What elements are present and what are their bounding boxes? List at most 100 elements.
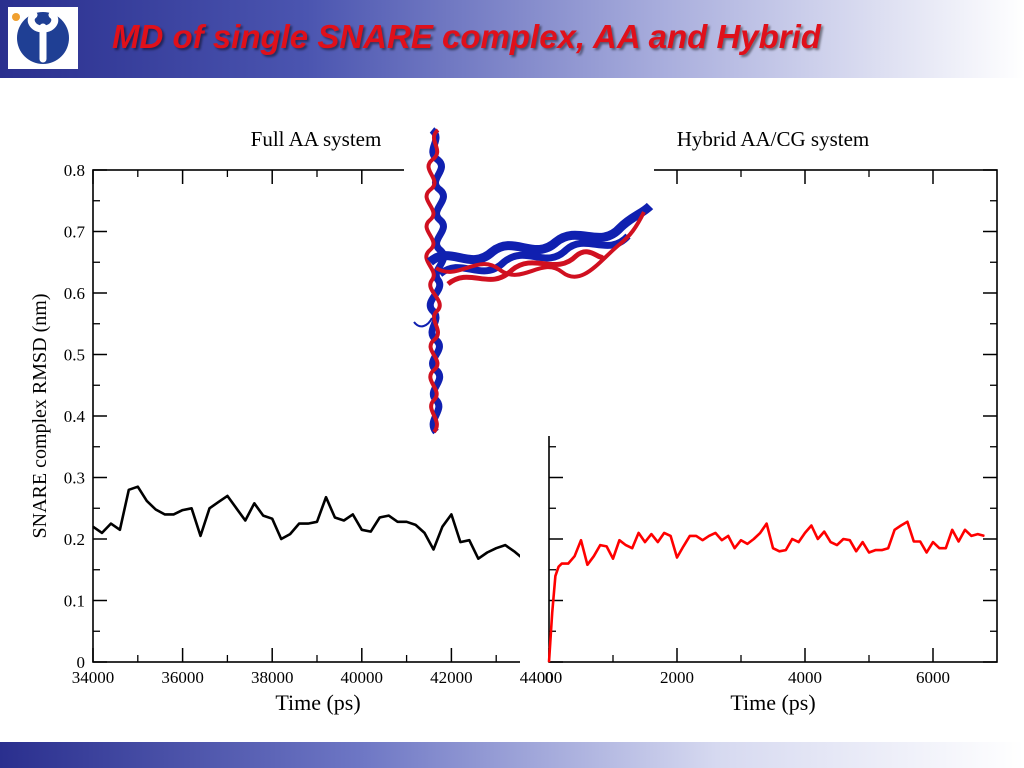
chart2-data-point	[906, 521, 909, 523]
chart2-data-point	[746, 543, 749, 545]
chart2-data-point	[881, 549, 883, 551]
chart1-data-point	[235, 507, 237, 509]
chart2-data-point	[721, 539, 723, 541]
charts-canvas: Full AA system Hybrid AA/CG system Time …	[29, 126, 998, 715]
chart2-data-point	[682, 545, 685, 547]
chart1-series-line-0	[92, 485, 543, 663]
chart2-data-point	[785, 549, 787, 551]
chart1-y-tick-label: 0	[77, 653, 86, 672]
chart2-data-point	[964, 529, 966, 531]
chart1-data-point	[173, 513, 175, 516]
chart2-data-point	[913, 540, 915, 543]
chart2-data-point	[932, 541, 934, 543]
chart2-data-point	[894, 529, 896, 531]
chart1-data-point	[513, 550, 515, 552]
chart2-data-point	[842, 538, 845, 540]
chart1-data-point	[298, 523, 300, 525]
chart1-data-point	[199, 535, 202, 537]
chart1-data-point	[423, 532, 426, 534]
chart1-data-point	[361, 529, 363, 531]
chart2-x-axis-label: Time (ps)	[730, 690, 815, 715]
chart2-data-point	[970, 535, 973, 537]
chart1-data-point	[316, 521, 318, 523]
chart1-data-point	[504, 544, 506, 546]
chart2-data-point	[772, 547, 774, 549]
chart2-data-point	[586, 564, 589, 566]
chart1-data-point	[370, 531, 372, 533]
chart1-data-point	[208, 507, 211, 509]
chart1-data-point	[253, 502, 255, 504]
chart2-data-point	[714, 532, 717, 534]
chart1-data-point	[334, 516, 336, 519]
chart1-data-point	[343, 519, 345, 522]
chart2-data-point	[650, 533, 653, 535]
chart1-data-point	[468, 539, 470, 541]
chart2-x-tick-label: 4000	[788, 668, 822, 687]
chart2-data-point	[561, 563, 563, 565]
chart1-y-tick-label: 0.8	[64, 161, 85, 180]
chart1-data-point	[379, 516, 381, 519]
chart1-data-point	[352, 513, 354, 516]
chart1-data-point	[110, 523, 112, 525]
chart1-y-tick-label: 0.4	[64, 407, 86, 426]
chart2-data-point	[919, 540, 921, 543]
chart1-data-point	[182, 509, 184, 511]
chart1-data-point	[450, 513, 452, 516]
chart2-data-point	[874, 549, 877, 551]
chart2-x-tick-label: 6000	[916, 668, 950, 687]
chart2-data-point	[823, 531, 825, 533]
slide-header: MD of single SNARE complex, AA and Hybri…	[0, 0, 1024, 78]
chart2-data-point	[638, 532, 640, 534]
chart1-data-point	[441, 526, 444, 528]
chart1-data-point	[432, 548, 435, 551]
chart2-data-point	[926, 551, 928, 554]
chart2-data-point	[766, 523, 768, 525]
chart2-x-tick-label: 0	[545, 668, 554, 687]
chart1-data-point	[307, 523, 309, 525]
chart2-data-point	[551, 612, 553, 614]
chart2-data-point	[625, 544, 627, 546]
chart2-data-point	[817, 538, 819, 540]
chart2-data-point	[670, 535, 672, 537]
chart1-data-point	[459, 541, 461, 543]
chart2-data-point	[900, 524, 902, 527]
chart2-x-tick-label: 2000	[660, 668, 694, 687]
chart2-data-point	[849, 539, 851, 541]
chart2-data-point	[830, 541, 832, 543]
chart2-data-point	[663, 532, 665, 534]
chart1-y-tick-label: 0.6	[64, 284, 85, 303]
slide-title: MD of single SNARE complex, AA and Hybri…	[112, 18, 821, 55]
chart2-data-point	[753, 538, 755, 540]
chart1-data-point	[92, 526, 94, 528]
chart2-data-point	[599, 544, 601, 546]
chart1-data-point	[226, 495, 228, 497]
chart2-data-point	[580, 539, 582, 541]
chart1-x-tick-label: 44000	[520, 668, 563, 687]
chart1-y-tick-label: 0.1	[64, 592, 85, 611]
chart1-data-point	[406, 521, 408, 523]
chart1-data-point	[217, 501, 220, 503]
chart1-data-point	[388, 515, 390, 517]
chart1-y-tick-label: 0.3	[64, 469, 85, 488]
chart2-data-point	[734, 547, 736, 549]
chart2-data-point	[862, 541, 864, 543]
chart2-series-line-0	[547, 520, 985, 663]
chart1-x-tick-label: 38000	[251, 668, 294, 687]
logo-icon	[8, 7, 78, 69]
chart1-data-point	[119, 529, 121, 531]
chart1-data-point	[289, 533, 291, 535]
chart2-data-point	[945, 547, 947, 549]
chart2-data-point	[887, 547, 889, 549]
chart2-data-point	[855, 550, 857, 552]
chart1-y-tick-label: 0.2	[64, 530, 85, 549]
chart2-data-point	[689, 535, 691, 537]
chart1-title: Full AA system	[251, 127, 382, 151]
chart1-x-tick-label: 36000	[161, 668, 204, 687]
chart1-x-tick-label: 40000	[341, 668, 384, 687]
chart2-data-point	[791, 538, 793, 540]
chart2-data-point	[702, 539, 704, 541]
chart1-data-point	[495, 547, 497, 549]
chart2-data-point	[554, 575, 557, 577]
chart1-data-point	[128, 489, 130, 491]
chart2-data-point	[612, 558, 614, 560]
